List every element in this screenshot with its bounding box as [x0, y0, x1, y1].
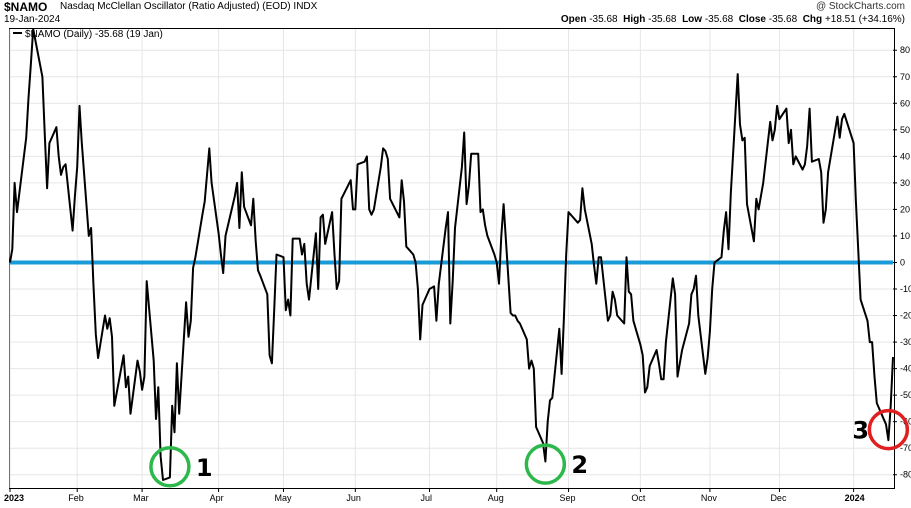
high-value: -35.68: [648, 14, 677, 25]
x-tick-label: Dec: [770, 493, 787, 503]
ticker-symbol[interactable]: $NAMO: [4, 0, 48, 14]
x-tick-label: Nov: [701, 493, 718, 503]
ohlc-readout: Open -35.68 High -35.68 Low -35.68 Close…: [561, 14, 905, 25]
x-tick-label: Jun: [346, 493, 361, 503]
exchange-label: INDX: [293, 1, 318, 12]
chart-date: 19-Jan-2024: [4, 14, 61, 25]
chart-header: $NAMO Nasdaq McClellan Oscillator (Ratio…: [0, 0, 911, 28]
x-tick-label: Feb: [68, 493, 84, 503]
grid-lines: [9, 29, 893, 488]
y-tick-label: 60: [900, 98, 910, 108]
description-text: Nasdaq McClellan Oscillator (Ratio Adjus…: [60, 1, 291, 12]
y-tick-label: 70: [900, 72, 910, 82]
legend: $NAMO (Daily) -35.68 (19 Jan): [13, 29, 163, 40]
x-tick-label: May: [274, 493, 292, 503]
x-tick-label: 2023: [4, 493, 24, 503]
x-tick-label: Aug: [488, 493, 504, 503]
close-label: Close: [738, 14, 766, 25]
y-tick-label: -70: [900, 443, 911, 453]
low-label: Low: [682, 14, 703, 25]
legend-label: $NAMO (Daily) -35.68 (19 Jan): [25, 29, 163, 40]
high-label: High: [623, 14, 646, 25]
open-label: Open: [560, 14, 587, 25]
watermark: @ StockCharts.com: [815, 1, 905, 12]
y-tick-label: -30: [900, 337, 911, 347]
x-tick-label: Jul: [420, 493, 432, 503]
annotation-label: 2: [571, 451, 588, 479]
y-tick-label: 40: [900, 151, 910, 161]
y-tick-label: -20: [900, 311, 911, 321]
y-tick-label: 0: [900, 257, 905, 267]
chg-value: +18.51 (+34.16%): [824, 14, 905, 25]
open-value: -35.68: [589, 14, 618, 25]
y-tick-label: 30: [900, 178, 910, 188]
y-tick-label: -80: [900, 470, 911, 480]
low-value: -35.68: [704, 14, 734, 25]
annotation-circle: [867, 408, 910, 451]
y-tick-label: 50: [900, 125, 910, 135]
close-value: -35.68: [768, 14, 798, 25]
y-tick-label: -40: [900, 364, 911, 374]
oscillator-series: [9, 28, 894, 481]
x-tick-label: Apr: [210, 493, 224, 503]
annotation-label: 1: [196, 454, 213, 482]
y-tick-label: -50: [900, 390, 911, 400]
y-tick-label: -10: [900, 284, 911, 294]
x-axis: 2023 Feb Mar Apr May Jun Jul Aug Sep Oct Nov Dec 202…: [4, 488, 865, 503]
annotation-circle: [524, 443, 567, 485]
y-tick-label: 80: [900, 45, 910, 55]
x-tick-label: Mar: [133, 493, 149, 503]
ticker-description: Nasdaq McClellan Oscillator (Ratio Adjus…: [60, 1, 317, 12]
x-tick-label: 2024: [845, 493, 865, 503]
chg-label: Chg: [802, 14, 823, 25]
y-tick-label: 10: [900, 231, 910, 241]
x-tick-label: Oct: [631, 493, 646, 503]
annotation-label: 3: [852, 417, 869, 445]
y-tick-label: 20: [900, 204, 910, 214]
annotations: 1 2 3: [149, 408, 910, 488]
x-tick-label: Sep: [560, 493, 576, 503]
annotation-circle: [149, 446, 191, 488]
